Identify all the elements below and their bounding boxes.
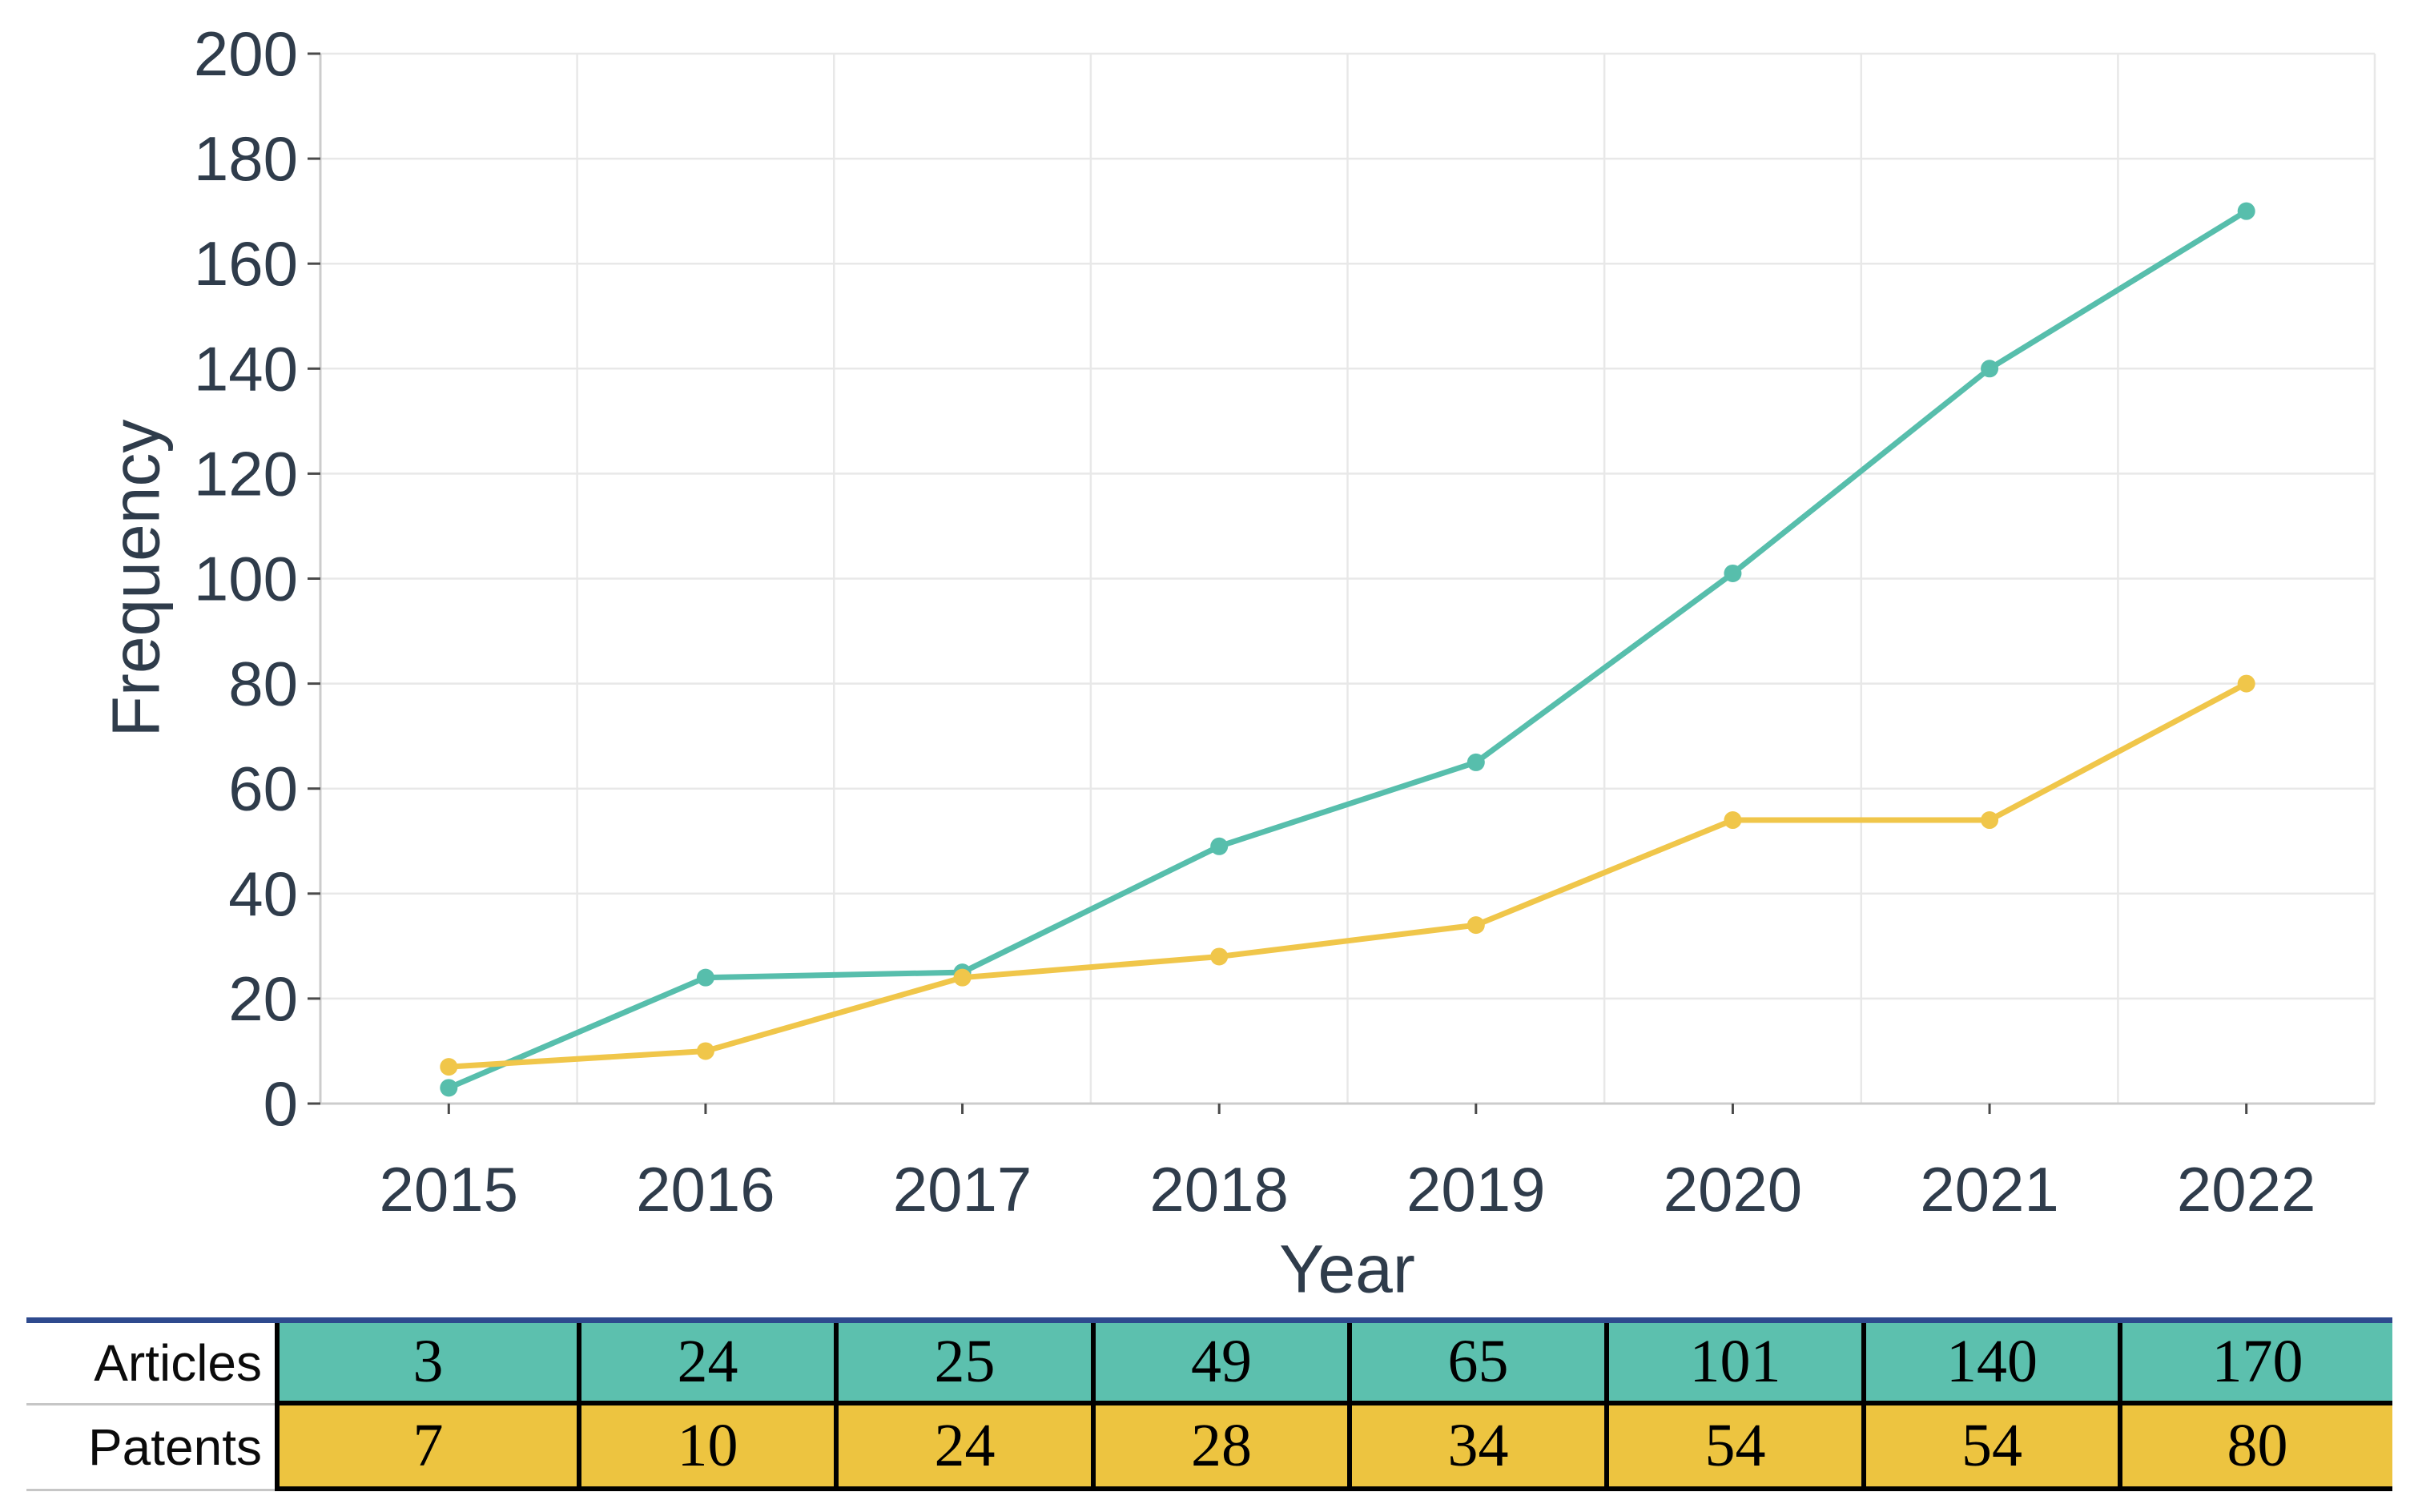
y-tick-label: 160 (194, 228, 298, 299)
x-tick-label: 2018 (1149, 1154, 1289, 1224)
x-tick-label: 2017 (893, 1154, 1032, 1224)
table-cell: 101 (1604, 1323, 1861, 1405)
y-tick-label: 100 (194, 544, 298, 614)
x-tick-label: 2022 (2177, 1154, 2316, 1224)
y-tick-label: 0 (264, 1068, 298, 1139)
patents-line (445, 681, 2250, 1070)
y-tick-label: 120 (194, 438, 298, 509)
y-tick-label: 200 (194, 18, 298, 89)
x-tick-label: 2016 (636, 1154, 775, 1224)
articles-marker (1724, 564, 1742, 582)
patents-marker (1210, 947, 1229, 966)
table-cell: 49 (1091, 1323, 1347, 1405)
table-cell: 65 (1347, 1323, 1604, 1405)
table-cell: 54 (1604, 1405, 1861, 1491)
y-tick-label: 80 (228, 649, 298, 719)
patents-marker (440, 1058, 458, 1076)
table-row: Patents 7 10 24 28 34 54 54 80 (26, 1405, 2392, 1491)
articles-marker (1210, 837, 1229, 855)
articles-marker (1981, 360, 1999, 378)
data-table: Articles 3 24 25 49 65 101 140 170 Patents 7 10 24 28… (26, 1317, 2392, 1491)
articles-marker (440, 1079, 458, 1097)
table-cell: 24 (834, 1405, 1091, 1491)
table-cell: 7 (275, 1405, 577, 1491)
patents-marker (1981, 811, 1999, 830)
y-tick-label: 40 (228, 859, 298, 929)
table-cell: 34 (1347, 1405, 1604, 1491)
y-axis-title: Frequency (98, 419, 174, 738)
table-cell: 25 (834, 1323, 1091, 1405)
table-cell: 80 (2118, 1405, 2392, 1491)
y-tick-label: 140 (194, 333, 298, 404)
table-row-label: Articles (26, 1323, 275, 1405)
x-axis-title: Year (1279, 1231, 1415, 1307)
y-tick-label: 60 (228, 754, 298, 824)
table-cell: 28 (1091, 1405, 1347, 1491)
patents-marker (1467, 916, 1485, 935)
patents-marker (1724, 811, 1742, 830)
patents-marker (2237, 674, 2255, 693)
articles-marker (696, 968, 714, 987)
table-cell: 54 (1861, 1405, 2118, 1491)
table-cell: 24 (577, 1323, 834, 1405)
table-row-label: Patents (26, 1405, 275, 1491)
x-tick-label: 2020 (1664, 1154, 1803, 1224)
articles-line (445, 208, 2250, 1091)
x-tick-label: 2021 (1920, 1154, 2059, 1224)
articles-marker (2237, 202, 2255, 220)
table-cell: 3 (275, 1323, 577, 1405)
patents-marker (696, 1042, 714, 1060)
table-cell: 10 (577, 1405, 834, 1491)
x-tick-label: 2019 (1406, 1154, 1546, 1224)
y-tick-label: 180 (194, 123, 298, 194)
table-cell: 140 (1861, 1323, 2118, 1405)
articles-marker (1467, 753, 1485, 771)
y-tick-label: 20 (228, 963, 298, 1034)
patents-marker (953, 968, 972, 987)
table-row: Articles 3 24 25 49 65 101 140 170 (26, 1323, 2392, 1405)
table-cell: 170 (2118, 1323, 2392, 1405)
x-tick-label: 2015 (380, 1154, 519, 1224)
